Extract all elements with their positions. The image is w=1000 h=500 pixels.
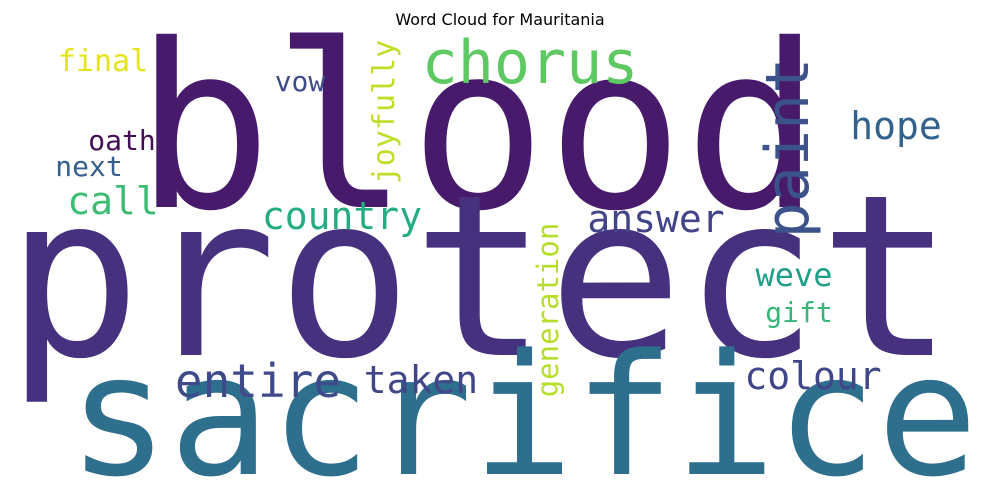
word-blood: blood bbox=[135, 0, 821, 261]
word-oath: oath bbox=[88, 124, 155, 157]
word-weve: weve bbox=[755, 256, 832, 294]
word-chorus: chorus bbox=[422, 28, 639, 98]
word-call: call bbox=[67, 179, 159, 223]
word-joyfully: joyfully bbox=[367, 40, 402, 185]
word-colour: colour bbox=[744, 354, 881, 398]
word-final: final bbox=[58, 44, 148, 79]
word-next: next bbox=[55, 150, 122, 183]
word-entire: entire bbox=[175, 354, 341, 408]
word-paint: paint bbox=[753, 58, 823, 239]
word-country: country bbox=[262, 194, 422, 238]
word-generation: generation bbox=[531, 223, 565, 398]
word-answer: answer bbox=[587, 197, 724, 241]
word-sacrifice: sacrifice bbox=[68, 318, 978, 500]
word-hope: hope bbox=[850, 104, 942, 148]
word-vow: vow bbox=[275, 65, 326, 98]
word-gift: gift bbox=[765, 296, 832, 329]
word-taken: taken bbox=[364, 358, 478, 402]
chart-title: Word Cloud for Mauritania bbox=[395, 10, 605, 29]
word-protect: protect bbox=[6, 147, 954, 409]
